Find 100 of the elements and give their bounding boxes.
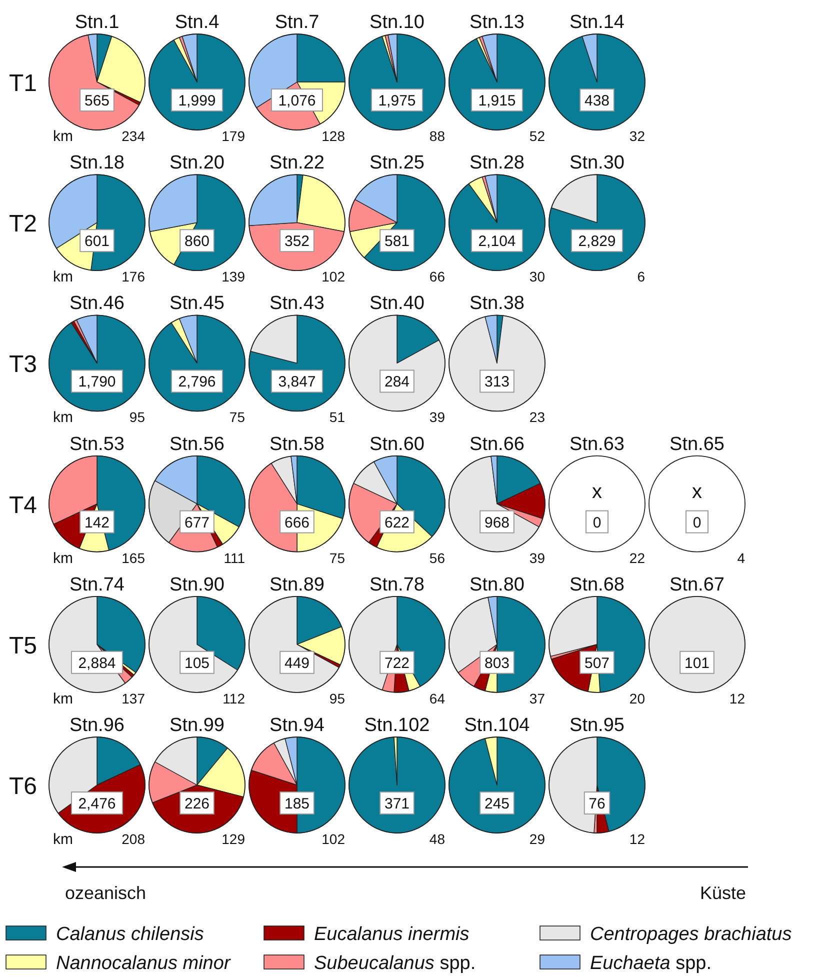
text: 4: [737, 550, 746, 566]
text: 860: [184, 233, 210, 250]
text: 449: [284, 654, 310, 672]
chart-title: Stn.94: [270, 715, 325, 736]
text: 95: [329, 690, 346, 706]
text: 32: [629, 128, 646, 144]
chart-title: Stn.4: [174, 12, 220, 33]
text: 565: [84, 92, 110, 110]
text: 1,999: [178, 92, 216, 110]
chart-title: Stn.25: [370, 152, 424, 174]
text: km: [53, 690, 73, 708]
text: 622: [384, 514, 410, 532]
legend-label: Eucalanus inermis: [314, 924, 470, 945]
text: 165: [122, 550, 146, 566]
chart-title: Stn.22: [270, 152, 324, 174]
text: km: [53, 128, 73, 145]
chart-title: Stn.67: [670, 574, 724, 596]
chart-title: Stn.13: [470, 12, 524, 33]
text: 39: [429, 409, 446, 426]
text: km: [53, 409, 73, 426]
chart-title: Stn.74: [70, 574, 125, 596]
chart-title: Stn.89: [270, 574, 324, 596]
text: 438: [584, 92, 610, 110]
text: 6: [637, 268, 646, 285]
chart-title: Stn.1: [74, 12, 120, 33]
text: 313: [484, 374, 510, 391]
text: Stn.63: [570, 434, 624, 455]
text: 105: [184, 654, 210, 672]
text: 1,975: [378, 92, 416, 110]
text: km: [53, 550, 73, 567]
chart-title: Stn.43: [270, 293, 324, 314]
chart-title: Stn.18: [70, 152, 124, 174]
text: 1,790: [78, 374, 116, 391]
chart-title: Stn.104: [464, 715, 530, 736]
chart-title: Stn.53: [70, 434, 124, 455]
text: 128: [322, 128, 346, 144]
text: 507: [584, 654, 610, 672]
chart-title: Stn.40: [370, 293, 424, 314]
text: 2,884: [78, 654, 116, 672]
chart-title: Stn.38: [470, 293, 524, 314]
chart-title: Stn.66: [470, 434, 524, 455]
text: T3: [8, 351, 37, 378]
text: 284: [384, 374, 410, 391]
text: km: [53, 268, 73, 286]
text: 129: [222, 831, 246, 847]
text: 102: [322, 268, 346, 285]
chart-title: Stn.90: [170, 574, 224, 596]
text: 1,076: [278, 92, 316, 110]
text: 968: [484, 514, 510, 532]
text: 30: [529, 268, 546, 285]
text: 64: [429, 690, 446, 706]
chart-title: Stn.58: [270, 434, 324, 455]
text: 245: [484, 796, 510, 812]
text: 51: [329, 409, 346, 426]
text: 56: [429, 550, 446, 566]
text: 112: [222, 690, 246, 706]
text: Küste: [700, 883, 746, 903]
text: x: [692, 480, 702, 503]
text: 12: [629, 831, 646, 847]
legend-label: Calanus chilensis: [56, 924, 204, 945]
text: 88: [429, 128, 446, 144]
chart-title: Stn.68: [570, 574, 624, 596]
text: 2,796: [178, 374, 216, 391]
text: 581: [384, 233, 410, 250]
text: 102: [322, 831, 346, 847]
text: T5: [8, 632, 37, 660]
chart-title: Stn.28: [470, 152, 524, 174]
text: 3,847: [278, 374, 316, 391]
chart-title: Stn.80: [470, 574, 524, 596]
text: 95: [129, 409, 146, 426]
text: 37: [529, 690, 546, 706]
text: Stn.65: [670, 434, 724, 455]
text: 20: [629, 690, 646, 706]
text: T4: [8, 492, 37, 519]
text: 0: [692, 514, 702, 532]
legend-label: Euchaeta spp.: [590, 953, 712, 974]
text: 722: [384, 654, 410, 672]
text: 179: [222, 128, 246, 144]
text: 352: [284, 233, 310, 250]
text: 137: [122, 690, 146, 706]
text: x: [592, 480, 602, 503]
legend-label: Centropages brachiatus: [590, 924, 792, 945]
text: T2: [8, 210, 37, 238]
text: 66: [429, 268, 446, 285]
text: 101: [684, 654, 710, 672]
text: 76: [588, 796, 606, 812]
chart-title: Stn.14: [570, 12, 625, 33]
text: 75: [329, 550, 346, 566]
text: 1,915: [478, 92, 516, 110]
chart-title: Stn.56: [170, 434, 224, 455]
text: 22: [629, 550, 646, 566]
chart-title: Stn.95: [570, 715, 624, 736]
chart-title: Stn.102: [364, 715, 430, 736]
text: 142: [84, 514, 110, 532]
text: 0: [592, 514, 602, 532]
text: 52: [529, 128, 546, 144]
text: 371: [384, 796, 410, 812]
text: 2,476: [78, 796, 116, 812]
text: 2,829: [578, 233, 616, 250]
text: 111: [224, 550, 246, 566]
